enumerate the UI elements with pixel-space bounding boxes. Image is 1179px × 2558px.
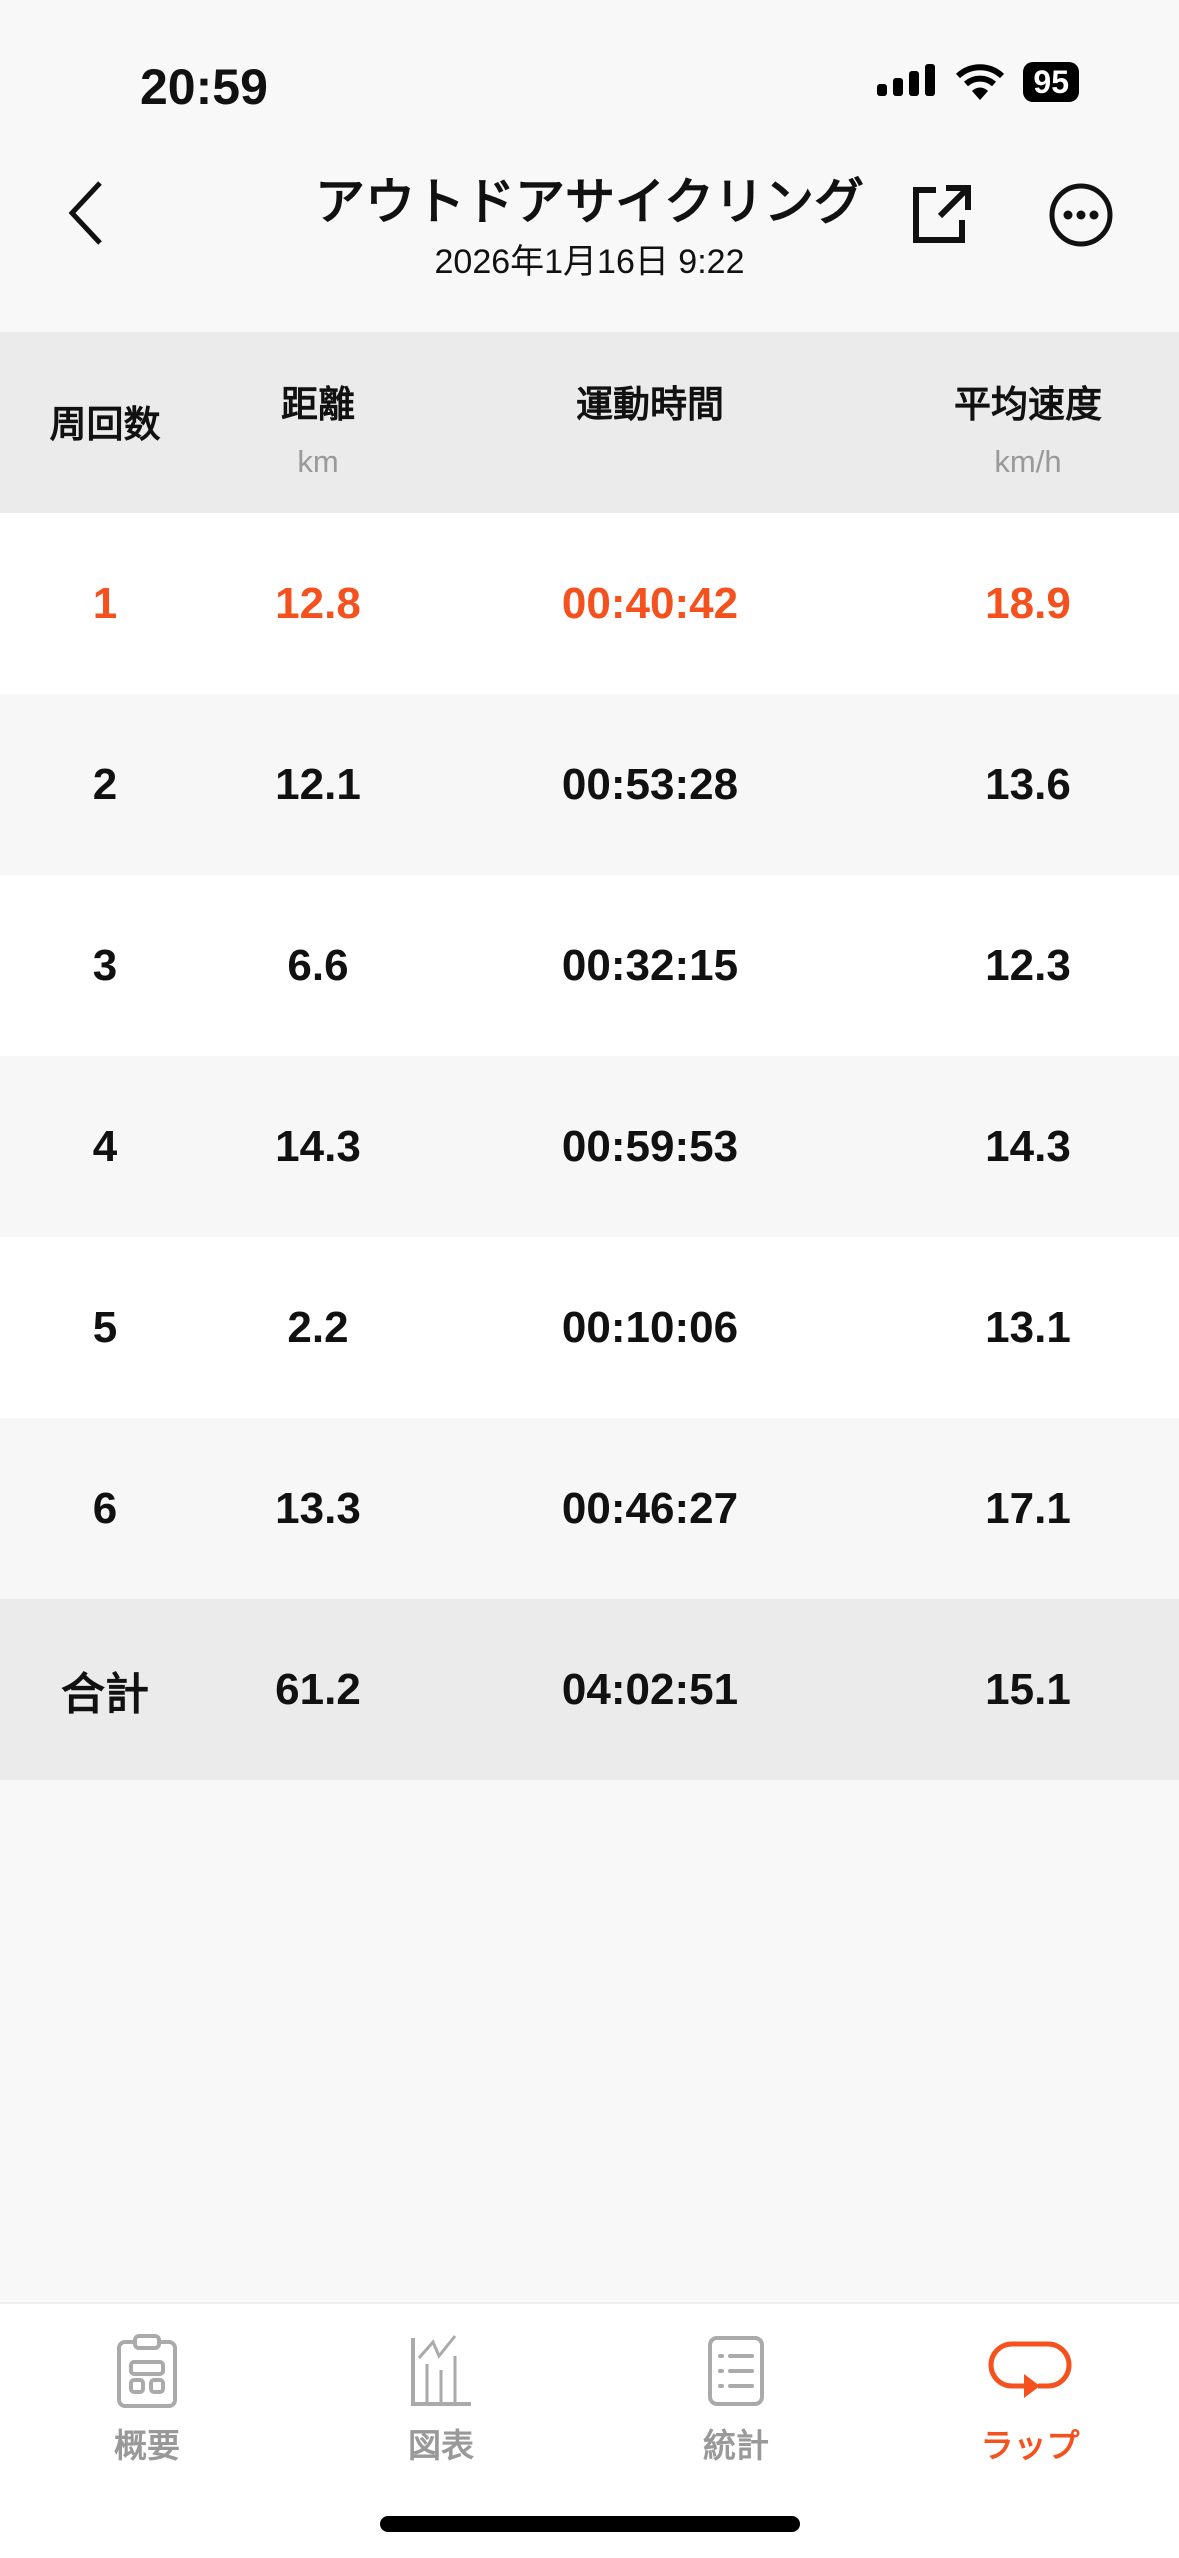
table-row: 2 12.1 00:53:28 13.6 [0, 694, 1179, 875]
cell-speed: 13.1 [985, 1302, 1071, 1352]
share-icon[interactable] [910, 182, 974, 246]
table-row: 5 2.2 00:10:06 13.1 [0, 1237, 1179, 1418]
column-header-distance: 距離 [281, 384, 355, 425]
table-row: 1 12.8 00:40:42 18.9 [0, 513, 1179, 694]
home-indicator [380, 2516, 800, 2532]
lap-icon [988, 2341, 1072, 2398]
column-unit-distance: km [297, 444, 339, 479]
cell-distance: 6.6 [287, 940, 349, 990]
cellular-signal-icon [877, 64, 936, 96]
page-title: アウトドアサイクリング [315, 174, 864, 230]
cell-speed: 17.1 [985, 1483, 1071, 1533]
lap-table: 周回数 距離 km 運動時間 平均速度 km/h 1 12.8 00:40:42 18… [0, 332, 1179, 1780]
cell-time: 00:59:53 [561, 1121, 739, 1171]
tab-stats[interactable]: 統計 [636, 2334, 836, 2467]
column-unit-speed: km/h [994, 444, 1062, 479]
cell-time: 00:32:15 [561, 940, 739, 990]
cell-lap: 2 [92, 759, 118, 809]
table-row: 6 13.3 00:46:27 17.1 [0, 1418, 1179, 1599]
list-icon [708, 2336, 764, 2406]
tab-bar: 概要 図表 統計 ラップ [0, 2302, 1179, 2558]
cell-time: 00:10:06 [561, 1302, 739, 1352]
tab-label: ラップ [980, 2427, 1080, 2464]
cell-distance: 13.3 [275, 1483, 361, 1533]
cell-distance: 12.8 [275, 578, 361, 628]
cell-lap: 1 [92, 578, 118, 628]
cell-time: 00:40:42 [561, 578, 739, 628]
cell-distance: 2.2 [287, 1302, 349, 1352]
table-body: 1 12.8 00:40:42 18.9 2 12.1 00:53:28 13.6 3 6.6 00… [0, 513, 1179, 1780]
tab-label: 概要 [114, 2427, 180, 2464]
cell-lap: 6 [92, 1483, 118, 1533]
wifi-icon [956, 64, 1005, 100]
cell-speed: 13.6 [985, 759, 1071, 809]
cell-speed: 18.9 [985, 578, 1071, 628]
tab-label: 統計 [703, 2427, 769, 2464]
tab-charts[interactable]: 図表 [341, 2334, 541, 2467]
table-header: 周回数 距離 km 運動時間 平均速度 km/h [0, 332, 1179, 513]
more-options-icon[interactable] [1048, 182, 1114, 248]
cell-lap: 4 [92, 1121, 118, 1171]
cell-speed: 15.1 [985, 1664, 1071, 1714]
page-subtitle: 2026年1月16日 9:22 [434, 243, 745, 281]
cell-speed: 12.3 [985, 940, 1071, 990]
table-total-row: 合計 61.2 04:02:51 15.1 [0, 1599, 1179, 1780]
tab-overview[interactable]: 概要 [47, 2334, 247, 2467]
cell-time: 00:53:28 [561, 759, 739, 809]
cell-lap: 3 [92, 940, 118, 990]
tab-laps[interactable]: ラップ [930, 2334, 1130, 2467]
cell-distance: 12.1 [275, 759, 361, 809]
table-row: 4 14.3 00:59:53 14.3 [0, 1056, 1179, 1237]
cell-lap: 合計 [61, 1669, 149, 1719]
back-chevron-icon[interactable] [60, 178, 110, 248]
status-icons: 95 [875, 62, 1079, 102]
cell-distance: 61.2 [275, 1664, 361, 1714]
status-time: 20:59 [140, 59, 268, 115]
column-header-speed: 平均速度 [954, 384, 1102, 425]
cell-time: 04:02:51 [561, 1664, 739, 1714]
table-row: 3 6.6 00:32:15 12.3 [0, 875, 1179, 1056]
column-header-lap: 周回数 [49, 404, 161, 445]
cell-time: 00:46:27 [561, 1483, 739, 1533]
cell-speed: 14.3 [985, 1121, 1071, 1171]
tab-label: 図表 [408, 2427, 474, 2464]
battery-indicator: 95 [1023, 62, 1079, 102]
chart-icon [411, 2335, 471, 2406]
clipboard-icon [117, 2334, 177, 2408]
cell-distance: 14.3 [275, 1121, 361, 1171]
column-header-time: 運動時間 [576, 384, 724, 425]
cell-lap: 5 [92, 1302, 118, 1352]
